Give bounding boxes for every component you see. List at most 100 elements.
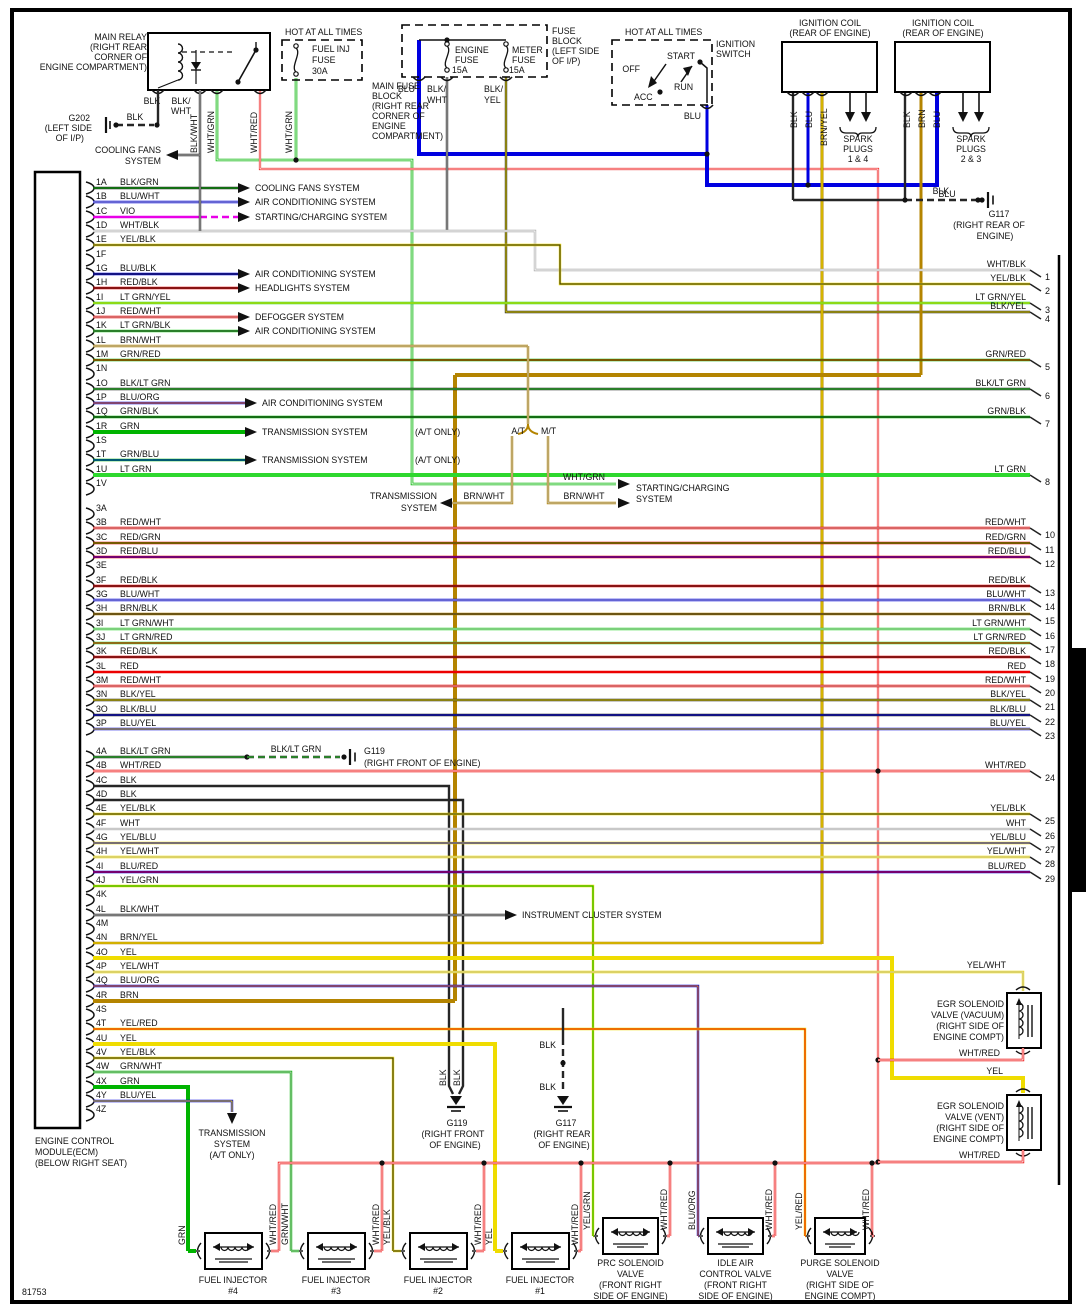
label: WHT/BLK: [120, 220, 159, 230]
label: YEL/BLK: [990, 273, 1026, 283]
label: BLK: [120, 789, 137, 799]
label: 1K: [96, 320, 107, 330]
label: WHT/RED: [249, 112, 259, 153]
valve-coil-icon: [220, 1246, 250, 1252]
label: START: [667, 51, 696, 61]
wire-pin-1D-stripe: [93, 230, 1030, 271]
wire-pin-4U: [93, 1042, 497, 1251]
label: (LEFT SIDE: [552, 46, 599, 56]
label: (FRONT RIGHT: [704, 1280, 768, 1290]
stub-tick: [1029, 359, 1042, 368]
arrow-right-icon: [238, 183, 250, 193]
valve-arrow-icon: [418, 1243, 425, 1251]
label: SYSTEM: [401, 503, 437, 513]
coil2-box: [894, 41, 991, 93]
pin-bracket-icon: [928, 91, 942, 97]
label: #3: [331, 1286, 341, 1296]
stub-tick: [1029, 699, 1042, 708]
label: RED/BLK: [988, 575, 1026, 585]
valve-coil-icon: [323, 1246, 353, 1252]
label: #4: [228, 1286, 238, 1296]
label: WHT: [427, 95, 448, 105]
pin-bracket-icon: [412, 76, 426, 82]
label: 4O: [96, 947, 108, 957]
arrow-right-icon: [238, 197, 250, 207]
label: BLK/BLU: [120, 704, 156, 714]
label: G119: [364, 746, 385, 756]
label: 4P: [96, 961, 107, 971]
label: YEL/BLU: [120, 832, 156, 842]
label: 4L: [96, 904, 106, 914]
label: TRANSMISSION: [370, 491, 437, 501]
label: VALVE: [826, 1269, 853, 1279]
stub-tick: [1029, 599, 1042, 608]
valve-box: [409, 1232, 468, 1270]
arrow-right-icon: [238, 326, 250, 336]
label: 4V: [96, 1047, 107, 1057]
valve-box: [204, 1232, 263, 1270]
label: YEL: [120, 1033, 137, 1043]
label: FUEL INJECTOR: [506, 1275, 574, 1285]
label: 3E: [96, 560, 107, 570]
label: BRN: [917, 109, 927, 128]
junction-dot: [902, 197, 908, 203]
arrow-right-icon: [245, 427, 257, 437]
spark-arrow-icon: [974, 112, 984, 122]
wire-pin-4V-stripe: [93, 1057, 394, 1251]
label: COOLING FANS SYSTEM: [255, 183, 360, 193]
label: 2: [1045, 286, 1050, 296]
stub-tick: [1029, 416, 1042, 425]
stub-tick: [1029, 656, 1042, 665]
valve-arrow-icon: [823, 1228, 830, 1236]
label: 1C: [96, 206, 108, 216]
label: MAIN RELAY: [94, 32, 147, 42]
fuel-inj-fuse-box: [281, 39, 363, 81]
label: VIO: [120, 206, 135, 216]
label: BLK: [539, 1040, 556, 1050]
egr-arrow-icon: [1016, 1100, 1022, 1107]
label: 18: [1045, 659, 1055, 669]
label: LT GRN/WHT: [972, 618, 1027, 628]
egr-arrow-icon: [1016, 998, 1022, 1005]
label: 17: [1045, 645, 1055, 655]
valve-coil-icon: [527, 1246, 557, 1252]
label: 3O: [96, 704, 108, 714]
label: 16: [1045, 631, 1055, 641]
junction-dot: [869, 1160, 875, 1166]
arrow-right-icon: [238, 269, 250, 279]
pin-bracket-icon: [85, 1008, 95, 1022]
label: 3G: [96, 589, 108, 599]
spark-arrow-icon: [958, 112, 968, 122]
label: 3J: [96, 632, 105, 642]
valve-arrow-icon: [213, 1243, 220, 1251]
label: RED/WHT: [120, 517, 162, 527]
label: BLK/LT GRN: [975, 378, 1026, 388]
label: 3C: [96, 532, 108, 542]
valve-box: [307, 1232, 366, 1270]
label: (A/T ONLY): [415, 427, 460, 437]
label: 4T: [96, 1018, 107, 1028]
label: BRN/YEL: [120, 932, 158, 942]
label: YEL/WHT: [120, 846, 160, 856]
label: 1L: [96, 335, 106, 345]
label: AIR CONDITIONING SYSTEM: [255, 269, 376, 279]
label: METER: [512, 45, 543, 55]
label: 1U: [96, 464, 107, 474]
wire-mt-leg-stripe: [547, 436, 616, 504]
label: G119: [447, 1118, 468, 1128]
label: LT GRN: [120, 464, 151, 474]
label: BLU/YEL: [120, 1090, 156, 1100]
label: 3F: [96, 575, 107, 585]
label: GRN/BLK: [120, 406, 159, 416]
label: BRN/WHT: [563, 491, 605, 501]
label: ENGINE COMPT): [933, 1032, 1004, 1042]
label: WHT: [120, 818, 141, 828]
label: 4W: [96, 1061, 110, 1071]
label: 27: [1045, 845, 1055, 855]
egr_vent-box: [1006, 1094, 1042, 1151]
label: 1H: [96, 277, 107, 287]
stub-tick: [1029, 269, 1042, 278]
label: BLU: [938, 189, 955, 199]
label: 3P: [96, 718, 107, 728]
stub-tick: [1029, 813, 1042, 822]
